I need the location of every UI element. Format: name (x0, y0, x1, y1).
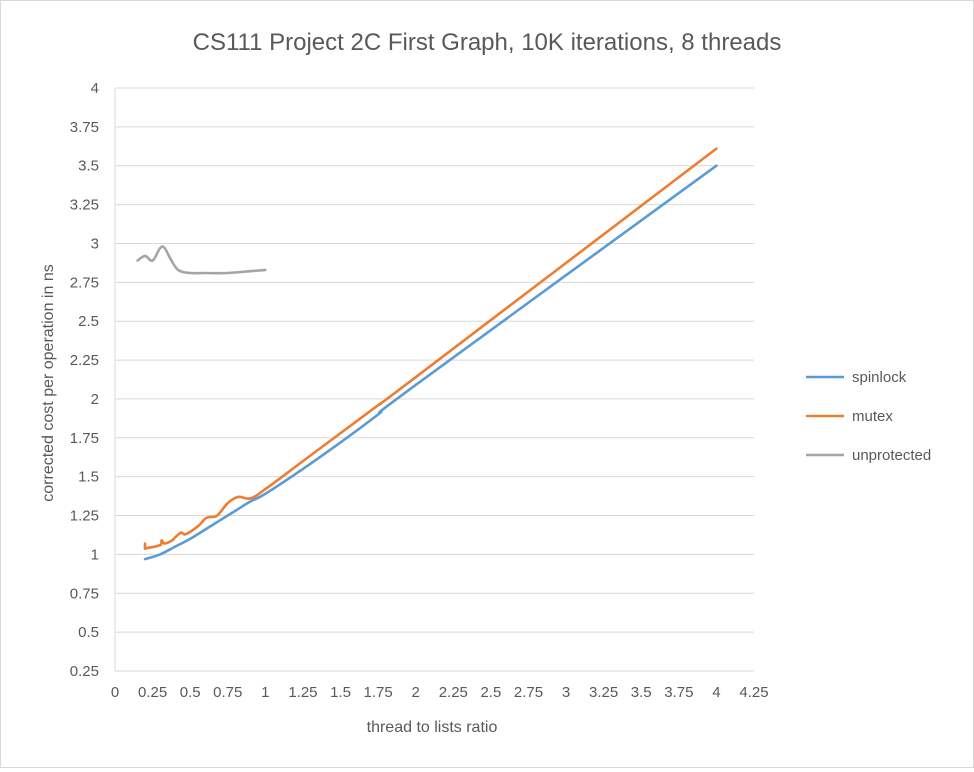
x-tick-label: 3.75 (664, 684, 693, 701)
y-tick-label: 1.75 (70, 430, 99, 447)
y-tick-label: 1.25 (70, 508, 99, 525)
axes-layer (114, 88, 754, 672)
series-line-unprotected (136, 245, 267, 275)
legend-item-unprotected: unprotected (806, 447, 931, 464)
x-tick-label: 2.25 (439, 684, 468, 701)
x-tick-label: 3 (562, 684, 570, 701)
x-tick-label: 3.25 (589, 684, 618, 701)
x-tick-label: 0 (111, 684, 119, 701)
y-tick-label: 0.75 (70, 585, 99, 602)
grid-layer (115, 87, 754, 633)
series-layer (136, 147, 718, 561)
x-axis-title: thread to lists ratio (367, 719, 498, 736)
x-tick-label: 4 (712, 684, 720, 701)
y-tick-label: 1 (91, 546, 99, 563)
y-tick-label: 2.5 (78, 313, 99, 330)
series-line-spinlock (143, 164, 718, 561)
legend: spinlock mutex unprotected (806, 369, 931, 464)
y-tick-label: 3.25 (70, 197, 99, 214)
chart-title: CS111 Project 2C First Graph, 10K iterat… (193, 29, 782, 56)
x-tick-label: 1.75 (364, 684, 393, 701)
y-tick-label: 3.75 (70, 119, 99, 136)
x-tick-label: 2.5 (480, 684, 501, 701)
y-tick-label: 1.5 (78, 469, 99, 486)
x-tick-label: 1.5 (330, 684, 351, 701)
legend-label: spinlock (852, 369, 907, 386)
x-tick-label: 2.75 (514, 684, 543, 701)
x-tick-label: 2 (412, 684, 420, 701)
y-tick-label: 3.5 (78, 158, 99, 175)
legend-label: unprotected (852, 447, 931, 464)
y-tick-label: 4 (91, 80, 99, 97)
y-tick-label: 3 (91, 235, 99, 252)
legend-item-mutex: mutex (806, 408, 893, 425)
y-tick-label: 0.25 (70, 663, 99, 680)
x-tick-label: 1.25 (288, 684, 317, 701)
x-tick-label: 1 (261, 684, 269, 701)
x-tick-label: 0.25 (138, 684, 167, 701)
y-tick-label: 0.5 (78, 624, 99, 641)
legend-label: mutex (852, 408, 893, 425)
y-axis-title: corrected cost per operation in ns (40, 264, 57, 501)
legend-item-spinlock: spinlock (806, 369, 907, 386)
x-tick-label: 4.25 (739, 684, 768, 701)
y-tick-label: 2.25 (70, 352, 99, 369)
tick-labels: 0.25 0.5 0.75 1 1.25 1.5 1.75 2 2.25 2.5 2.75 3 3.25… (70, 80, 769, 701)
y-tick-label: 2 (91, 391, 99, 408)
x-tick-label: 0.75 (213, 684, 242, 701)
y-tick-label: 2.75 (70, 274, 99, 291)
series-line-mutex (143, 147, 718, 551)
x-tick-label: 3.5 (631, 684, 652, 701)
x-tick-label: 0.5 (180, 684, 201, 701)
